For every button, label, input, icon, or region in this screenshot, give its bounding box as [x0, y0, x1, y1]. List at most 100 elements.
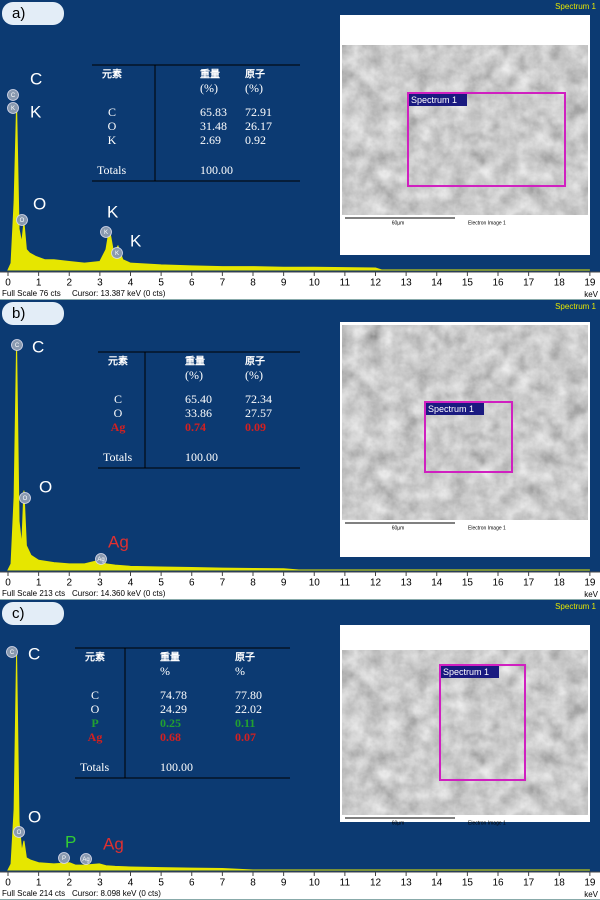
full-scale: Full Scale 213 cts [2, 589, 65, 598]
sem-image [342, 325, 588, 520]
spectrum-name: Spectrum 1 [555, 302, 596, 311]
x-axis-label: keV [584, 890, 598, 899]
panel: b) Spectrum 10 1 2 3 4 5 6 7 8 9 10 11 12 13 14 15 16 17 18… [0, 300, 600, 600]
table-cell: 0.09 [245, 420, 266, 434]
peak-marker [95, 553, 107, 565]
table-total: Totals [80, 760, 109, 774]
peak-marker [6, 646, 18, 658]
panel-tab [2, 2, 64, 25]
table-cell: C [91, 688, 99, 702]
peak-label: K [130, 231, 142, 250]
x-tick-label: 0 [5, 878, 11, 889]
x-tick-label: 9 [281, 278, 287, 289]
table-header: 原子 [235, 652, 255, 664]
table-cell: 31.48 [200, 119, 227, 133]
peak-marker [111, 247, 123, 259]
x-tick-label: 4 [128, 878, 134, 889]
x-tick-label: 7 [220, 578, 226, 589]
x-tick-label: 19 [584, 578, 596, 589]
peak-marker-label: Ag [82, 857, 89, 863]
x-tick-label: 7 [220, 278, 226, 289]
table-cell: 27.57 [245, 406, 272, 420]
spectrum [7, 345, 590, 571]
x-tick-label: 5 [158, 878, 164, 889]
peak-label: Ag [103, 834, 124, 853]
peak-marker-label: K [11, 106, 15, 112]
image-caption: Electron Image 1 [468, 820, 506, 826]
peak-marker [13, 826, 25, 838]
peak-marker [11, 339, 23, 351]
table-unit: (%) [185, 368, 203, 382]
image-caption: Electron Image 1 [468, 525, 506, 531]
x-tick-label: 10 [309, 878, 321, 889]
x-tick-label: 2 [66, 278, 72, 289]
x-tick-label: 5 [158, 578, 164, 589]
x-tick-label: 0 [5, 278, 11, 289]
table-header: 元素 [108, 355, 128, 368]
peak-marker [58, 852, 70, 864]
peak-marker-label: K [104, 230, 108, 236]
sem-image [342, 45, 588, 215]
panel-label: b) [12, 305, 25, 322]
x-tick-label: 2 [66, 578, 72, 589]
peak-marker-label: C [11, 93, 16, 99]
x-tick-label: 16 [492, 278, 504, 289]
x-tick-label: 7 [220, 878, 226, 889]
table-total: 100.00 [160, 760, 193, 774]
table-total: 100.00 [200, 163, 233, 177]
peak-marker-label: C [10, 650, 15, 656]
table-unit: (%) [200, 81, 218, 95]
table-cell: C [114, 392, 122, 406]
table-unit: (%) [245, 81, 263, 95]
table-cell: 33.86 [185, 406, 212, 420]
x-tick-label: 14 [431, 278, 443, 289]
table-unit: % [235, 664, 245, 678]
x-tick-label: 14 [431, 878, 443, 889]
x-tick-label: 15 [462, 278, 474, 289]
x-tick-label: 12 [370, 878, 382, 889]
peak-marker-label: O [23, 496, 28, 502]
x-tick-label: 16 [492, 578, 504, 589]
peak-label: K [30, 102, 42, 121]
table-cell: 72.91 [245, 105, 272, 119]
spectrum-region [424, 401, 513, 473]
spectrum-region [439, 664, 526, 781]
table-header: 元素 [102, 68, 122, 81]
table-cell: 65.83 [200, 105, 227, 119]
table-cell: 0.25 [160, 716, 181, 730]
spectrum-name: Spectrum 1 [555, 602, 596, 611]
x-tick-label: 10 [309, 578, 321, 589]
table-cell: 0.68 [160, 730, 181, 744]
x-tick-label: 3 [97, 878, 103, 889]
x-tick-label: 8 [250, 278, 256, 289]
peak-marker [80, 853, 92, 865]
x-tick-label: 3 [97, 278, 103, 289]
image-caption: Electron Image 1 [468, 220, 506, 226]
table-cell: 72.34 [245, 392, 272, 406]
spectrum-region [407, 92, 566, 187]
x-tick-label: 19 [584, 878, 596, 889]
table-header: 重量 [185, 355, 205, 368]
peak-label: P [65, 832, 76, 851]
x-tick-label: 13 [401, 578, 413, 589]
table-cell: P [91, 716, 98, 730]
x-tick-label: 8 [250, 578, 256, 589]
spectrum [7, 653, 590, 871]
panel-label: a) [12, 5, 25, 22]
panel: c) Spectrum 10 1 2 3 4 5 6 7 8 9 10 11 12 13 14 15 16 17 18… [0, 600, 600, 900]
x-tick-label: 4 [128, 278, 134, 289]
peak-marker [19, 492, 31, 504]
table-cell: Ag [88, 730, 103, 744]
x-tick-label: 17 [523, 278, 535, 289]
scale-label: 60µm [392, 220, 405, 226]
table-cell: 65.40 [185, 392, 212, 406]
table-cell: 24.29 [160, 702, 187, 716]
x-axis-label: keV [584, 590, 598, 599]
panel-label: c) [12, 605, 25, 622]
x-tick-label: 18 [554, 278, 566, 289]
peak-marker-label: C [15, 343, 20, 349]
x-tick-label: 2 [66, 878, 72, 889]
table-cell: 77.80 [235, 688, 262, 702]
x-tick-label: 17 [523, 578, 535, 589]
x-tick-label: 14 [431, 578, 443, 589]
